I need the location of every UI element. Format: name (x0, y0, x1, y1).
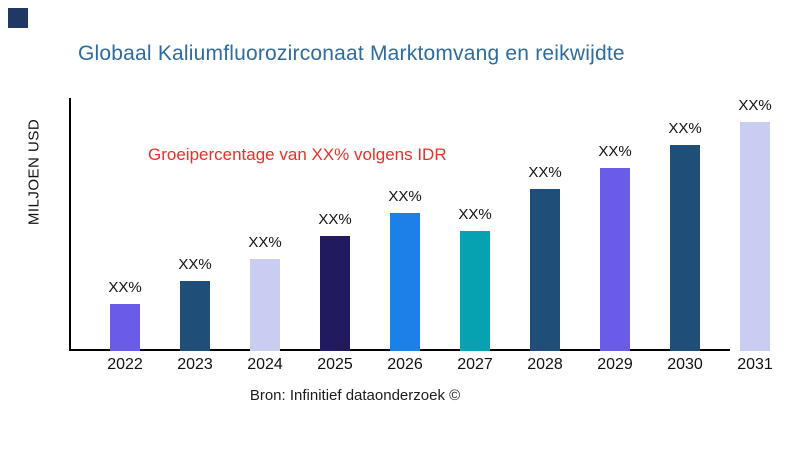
bar-2022 (110, 304, 140, 351)
bar-2024 (250, 259, 280, 351)
chart-title: Globaal Kaliumfluorozirconaat Marktomvan… (78, 42, 625, 65)
source-caption: Bron: Infinitief dataonderzoek © (249, 387, 461, 404)
x-tick-label-2023: 2023 (177, 356, 213, 373)
y-axis-label: MILJOEN USD (25, 118, 43, 226)
x-tick-label-2030: 2030 (667, 356, 703, 373)
growth-rate-annotation: Groeipercentage van XX% volgens IDR (148, 145, 447, 164)
bar-value-label-2024: XX% (248, 234, 282, 251)
bar-value-label-2023: XX% (178, 256, 212, 273)
bar-value-label-2029: XX% (598, 143, 632, 160)
bar-2031 (740, 122, 770, 351)
bar-2030 (670, 145, 700, 351)
bar-2028 (530, 189, 560, 351)
x-tick-label-2024: 2024 (247, 356, 283, 373)
bar-value-label-2031: XX% (738, 97, 772, 114)
x-tick-label-2022: 2022 (107, 356, 143, 373)
bar-value-label-2028: XX% (528, 164, 562, 181)
bar-value-label-2025: XX% (318, 211, 352, 228)
bar-value-label-2022: XX% (108, 279, 142, 296)
x-tick-label-2029: 2029 (597, 356, 633, 373)
bar-value-label-2026: XX% (388, 188, 422, 205)
bar-value-label-2027: XX% (458, 206, 492, 223)
bar-2023 (180, 281, 210, 351)
x-tick-label-2026: 2026 (387, 356, 423, 373)
x-tick-label-2025: 2025 (317, 356, 353, 373)
bar-2026 (390, 213, 420, 351)
x-tick-label-2027: 2027 (457, 356, 493, 373)
brand-logo-square (8, 8, 28, 28)
bar-2029 (600, 168, 630, 351)
x-tick-label-2031: 2031 (737, 356, 773, 373)
x-tick-label-2028: 2028 (527, 356, 563, 373)
bar-2025 (320, 236, 350, 351)
bar-value-label-2030: XX% (668, 120, 702, 137)
bar-2027 (460, 231, 490, 351)
y-axis-line (69, 98, 71, 351)
